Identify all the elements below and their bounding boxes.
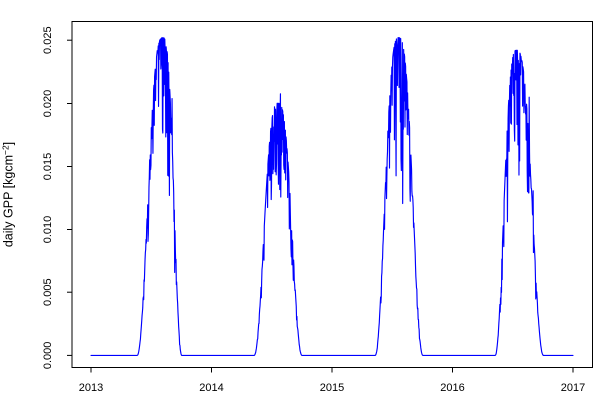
svg-text:2017: 2017 [561, 382, 585, 394]
svg-text:0.010: 0.010 [42, 216, 54, 244]
svg-text:2016: 2016 [440, 382, 464, 394]
svg-text:2014: 2014 [199, 382, 223, 394]
svg-text:0.015: 0.015 [42, 153, 54, 181]
svg-text:0.020: 0.020 [42, 90, 54, 118]
svg-text:0.000: 0.000 [42, 342, 54, 370]
svg-text:0.025: 0.025 [42, 26, 54, 54]
svg-text:2015: 2015 [320, 382, 344, 394]
svg-text:0.005: 0.005 [42, 278, 54, 306]
svg-text:2013: 2013 [79, 382, 103, 394]
svg-text:daily GPP [kgcm−2]: daily GPP [kgcm−2] [1, 142, 16, 247]
